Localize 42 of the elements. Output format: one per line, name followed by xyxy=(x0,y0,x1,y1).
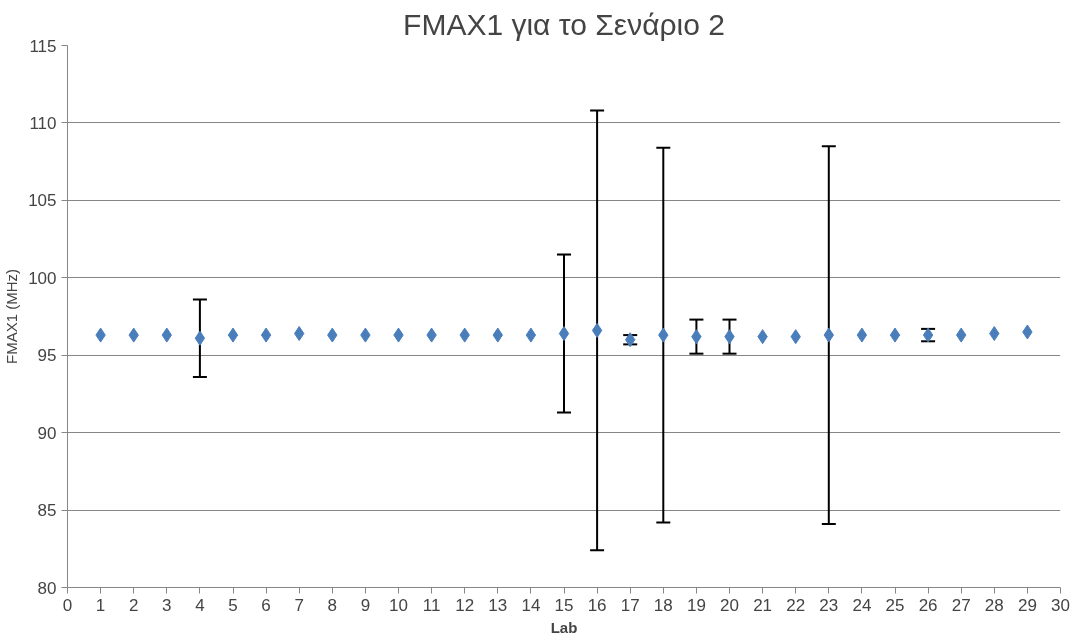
x-tick-label: 27 xyxy=(951,595,971,615)
chart-title: FMAX1 για το Σενάριο 2 xyxy=(403,7,725,41)
x-tick-label: 29 xyxy=(1017,595,1037,615)
y-tick-label: 95 xyxy=(37,346,57,366)
x-tick-label: 4 xyxy=(195,595,205,615)
x-tick-label: 24 xyxy=(852,595,872,615)
y-tick-label: 80 xyxy=(37,578,57,598)
x-tick-label: 28 xyxy=(984,595,1004,615)
x-tick-label: 21 xyxy=(753,595,773,615)
y-tick-label: 105 xyxy=(28,191,57,211)
x-tick-label: 7 xyxy=(294,595,304,615)
x-tick-label: 23 xyxy=(819,595,839,615)
x-tick-label: 16 xyxy=(587,595,607,615)
x-tick-label: 13 xyxy=(488,595,508,615)
x-tick-label: 10 xyxy=(389,595,408,615)
x-tick-label: 1 xyxy=(95,595,106,615)
y-tick-label: 110 xyxy=(29,113,57,133)
x-tick-label: 3 xyxy=(162,595,172,615)
x-axis-title: Lab xyxy=(550,618,578,636)
x-tick-label: 20 xyxy=(720,595,739,615)
y-tick-label: 85 xyxy=(37,501,57,521)
x-tick-label: 6 xyxy=(261,595,271,615)
x-tick-label: 12 xyxy=(455,595,475,615)
x-tick-label: 30 xyxy=(1051,595,1070,615)
x-tick-label: 22 xyxy=(786,595,806,615)
y-tick-label: 90 xyxy=(37,423,57,443)
x-tick-label: 9 xyxy=(360,595,371,615)
x-tick-label: 5 xyxy=(228,595,238,615)
x-tick-label: 17 xyxy=(620,595,640,615)
x-tick-label: 25 xyxy=(885,595,905,615)
x-tick-label: 14 xyxy=(521,595,541,615)
x-tick-label: 2 xyxy=(128,595,139,615)
x-tick-label: 19 xyxy=(686,595,706,615)
y-axis-title: FMAX1 (MHz) xyxy=(3,269,21,364)
y-tick-label: 115 xyxy=(29,36,57,56)
x-tick-label: 8 xyxy=(327,595,338,615)
x-tick-label: 15 xyxy=(554,595,574,615)
y-tick-label: 100 xyxy=(28,268,57,288)
x-tick-label: 18 xyxy=(653,595,673,615)
x-tick-label: 26 xyxy=(918,595,938,615)
x-tick-label: 11 xyxy=(422,595,441,615)
x-tick-label: 0 xyxy=(62,595,73,615)
